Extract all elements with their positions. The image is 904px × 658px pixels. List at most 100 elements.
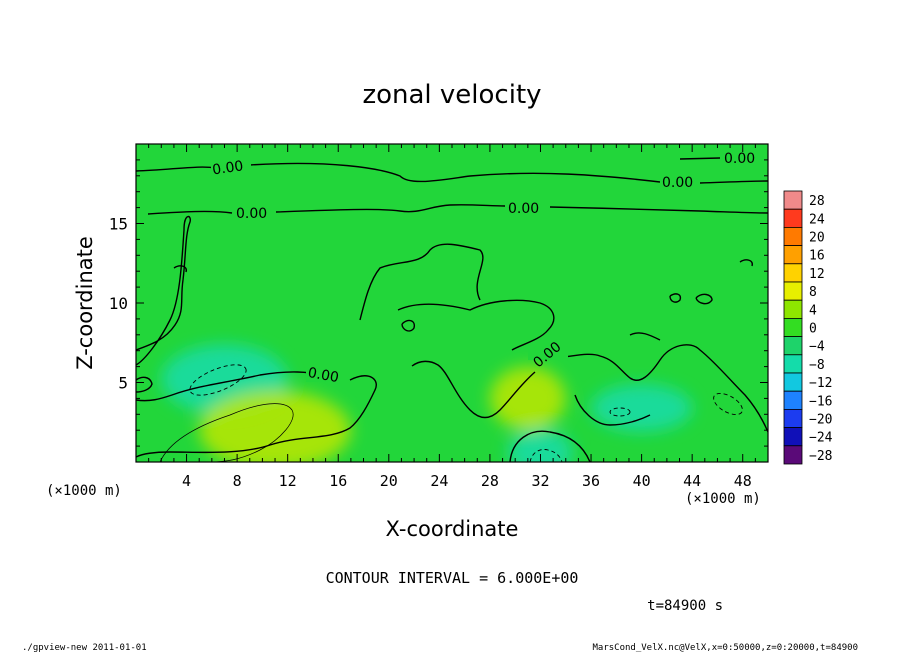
x-tick-label: 12 <box>279 472 297 490</box>
colorbar-swatch <box>783 226 803 246</box>
thin-contours <box>159 403 294 462</box>
contour-line <box>249 162 661 183</box>
colorbar-label: −20 <box>809 413 832 428</box>
colorbar-swatch <box>783 190 803 210</box>
field-region <box>489 366 566 431</box>
x-tick-label: 44 <box>683 472 701 490</box>
x-axis-unit-left: (×1000 m) <box>46 483 122 499</box>
colorbar-swatch <box>783 354 803 374</box>
colorbar: 28 24 20 16 12 8 4 0 −4 −8 −12 −16 −20 −24 −28 <box>783 190 833 465</box>
x-axis-ticks: 4 8 12 16 20 24 28 32 36 40 44 48 <box>148 144 756 490</box>
positive-contour <box>159 403 294 462</box>
colorbar-label: −28 <box>809 449 832 464</box>
contour-line <box>669 293 682 303</box>
contour-line <box>411 360 536 419</box>
x-axis-label: X-coordinate <box>386 517 519 541</box>
contour-line <box>136 215 192 366</box>
colorbar-swatch <box>783 445 803 465</box>
colorbar-label: −16 <box>809 394 832 409</box>
colorbar-label: −4 <box>809 340 825 355</box>
colorbar-swatch <box>783 390 803 410</box>
x-tick-label: 4 <box>182 472 191 490</box>
colorbar-swatch <box>783 245 803 265</box>
dashed-contours <box>189 364 743 462</box>
field-region <box>199 390 351 462</box>
colorbar-label: −24 <box>809 431 833 446</box>
contour-line <box>549 206 768 214</box>
colorbar-label: 24 <box>809 212 825 227</box>
plot-area: 0.00 0.00 0.00 0.00 0.00 0.00 0.00 <box>136 144 768 462</box>
colorbar-label: 0 <box>809 322 817 337</box>
contour-line <box>359 243 484 321</box>
contour-line <box>397 299 555 351</box>
y-axis-label: Z-coordinate <box>73 236 97 370</box>
contour-label: 0.00 <box>724 151 755 167</box>
contour-label: 0.00 <box>236 206 267 222</box>
y-tick-label: 5 <box>118 374 128 393</box>
contour-line <box>136 375 377 458</box>
colorbar-swatch <box>783 317 803 337</box>
colorbar-swatch <box>783 263 803 283</box>
colorbar-label: −8 <box>809 358 825 373</box>
contour-line <box>147 210 233 215</box>
contour-labels: 0.00 0.00 0.00 0.00 0.00 0.00 0.00 <box>211 149 764 386</box>
x-tick-label: 8 <box>233 472 242 490</box>
negative-contour <box>609 407 631 417</box>
x-tick-label: 32 <box>531 472 549 490</box>
colorbar-swatch <box>783 208 803 228</box>
contour-line <box>136 166 216 172</box>
contour-line <box>695 293 713 305</box>
colorbar-swatch <box>783 408 803 428</box>
contour-label: 0.00 <box>211 158 244 178</box>
x-tick-label: 40 <box>633 472 651 490</box>
colorbar-swatch <box>783 372 803 392</box>
colorbar-label: 16 <box>809 249 825 264</box>
contour-label: 0.00 <box>508 201 539 217</box>
colorbar-swatch <box>783 336 803 356</box>
zero-contours <box>136 157 768 462</box>
colorbar-label: 28 <box>809 194 825 209</box>
chart-title: zonal velocity <box>362 80 541 110</box>
x-tick-label: 28 <box>481 472 499 490</box>
contour-line <box>629 332 661 341</box>
contour-line <box>136 376 153 393</box>
x-tick-label: 16 <box>329 472 347 490</box>
contour-line <box>275 204 506 213</box>
colorbar-label: 12 <box>809 267 825 282</box>
y-tick-label: 15 <box>109 215 128 234</box>
colorbar-label: 4 <box>809 303 817 318</box>
field-region <box>591 384 693 432</box>
y-tick-label: 10 <box>109 294 128 313</box>
contour-line <box>136 371 321 402</box>
contour-line <box>574 394 651 426</box>
x-tick-label: 48 <box>734 472 752 490</box>
colorbar-swatch <box>783 281 803 301</box>
x-axis-unit-right: (×1000 m) <box>685 491 761 507</box>
contour-line <box>739 259 753 267</box>
contour-line <box>699 180 768 184</box>
x-tick-label: 20 <box>380 472 398 490</box>
time-label: t=84900 s <box>647 598 723 614</box>
contour-label: 0.00 <box>307 365 340 386</box>
colorbar-swatch <box>783 299 803 319</box>
colorbar-swatch <box>783 427 803 447</box>
colorbar-label: −12 <box>809 376 832 391</box>
x-tick-label: 24 <box>430 472 448 490</box>
negative-contour <box>713 392 743 416</box>
contour-line <box>509 430 591 462</box>
y-axis-ticks: 5 10 15 <box>109 159 768 447</box>
contour-interval-text: CONTOUR INTERVAL = 6.000E+00 <box>326 569 579 587</box>
negative-contour <box>529 449 563 462</box>
contour-line <box>401 319 416 332</box>
footer-left: ./gpview-new 2011-01-01 <box>22 643 147 653</box>
contour-line <box>679 157 721 160</box>
x-tick-label: 36 <box>582 472 600 490</box>
colorbar-label: 8 <box>809 285 817 300</box>
contour-line <box>173 265 187 273</box>
negative-contour <box>189 364 247 396</box>
contour-line <box>554 344 768 433</box>
footer-right: MarsCond_VelX.nc@VelX,x=0:50000,z=0:2000… <box>592 643 858 653</box>
contour-label: 0.00 <box>662 175 693 191</box>
colorbar-label: 20 <box>809 231 825 246</box>
